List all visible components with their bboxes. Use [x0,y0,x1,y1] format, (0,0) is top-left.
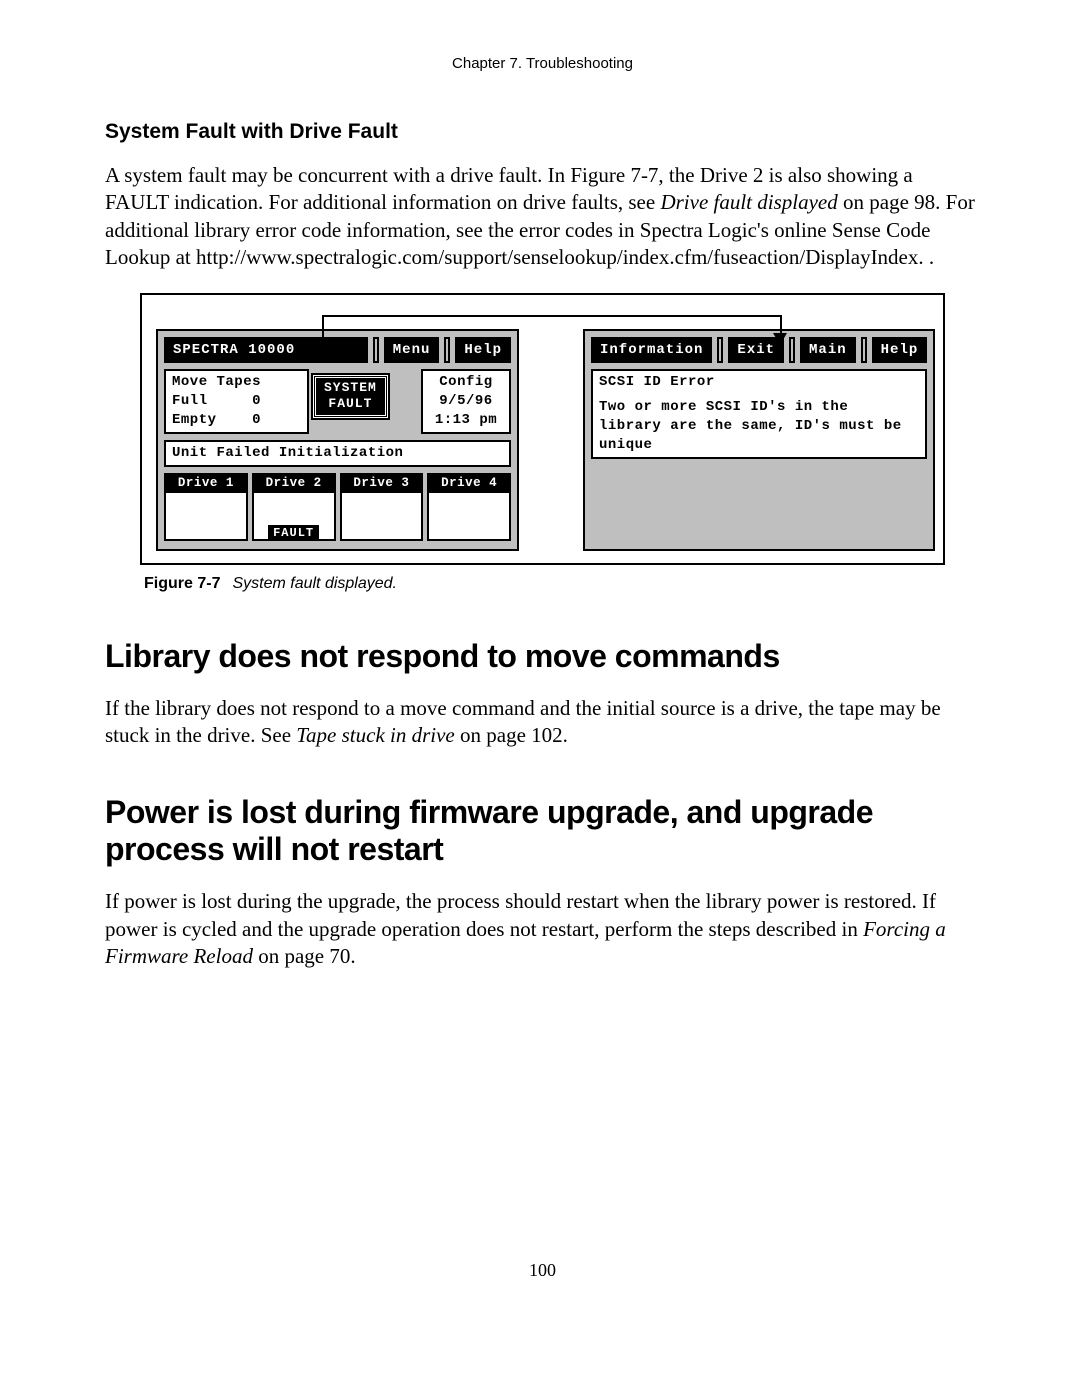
figure-7-7: SPECTRA 10000 Menu Help Move Tapes Full … [140,293,945,593]
para1-ital1: Drive fault displayed [660,190,837,214]
para3-b: on page 70. [253,944,356,968]
titlebar-sep [861,337,867,363]
titlebar-sep [717,337,723,363]
chapter-header: Chapter 7. Troubleshooting [105,55,980,72]
drive-3-body [340,493,424,541]
drive-2: Drive 2 FAULT [252,473,336,541]
para-system-fault: A system fault may be concurrent with a … [105,162,980,271]
section-power-lost: Power is lost during firmware upgrade, a… [105,794,980,868]
left-title: SPECTRA 10000 [164,337,368,363]
titlebar-sep [789,337,795,363]
titlebar-sep [444,337,450,363]
drive-1-label: Drive 1 [164,473,248,493]
main-button[interactable]: Main [800,337,856,363]
right-titlebar: Information Exit Main Help [591,337,927,363]
config-label: Config [429,373,503,392]
page-number: 100 [105,1260,980,1281]
right-panel-fill [591,465,927,543]
drive-2-body: FAULT [252,493,336,541]
figure-caption-bold: Figure 7-7 [144,575,220,592]
drive-4: Drive 4 [427,473,511,541]
right-help-button[interactable]: Help [872,337,928,363]
full-label: Full [172,393,208,409]
config-date-box: Config 9/5/96 1:13 pm [421,369,511,434]
right-title: Information [591,337,712,363]
para2-ital: Tape stuck in drive [296,723,454,747]
drive-row: Drive 1 Drive 2 FAULT Drive 3 Drive 4 [164,473,511,541]
drive-fault-badge: FAULT [268,525,319,541]
figure-frame: SPECTRA 10000 Menu Help Move Tapes Full … [140,293,945,565]
section-library-no-respond: Library does not respond to move command… [105,638,980,675]
drive-2-label: Drive 2 [252,473,336,493]
move-tapes-label: Move Tapes [172,373,301,392]
connector-v-left [322,315,324,347]
left-titlebar: SPECTRA 10000 Menu Help [164,337,511,363]
time-value: 1:13 pm [429,411,503,430]
drive-4-label: Drive 4 [427,473,511,493]
left-row1: Move Tapes Full 0 Empty 0 Config 9/5/96 … [164,369,511,434]
drive-4-body [427,493,511,541]
fault-line2: FAULT [324,396,377,412]
arrow-down-icon [773,333,787,345]
subsection-title: System Fault with Drive Fault [105,120,980,144]
date-value: 9/5/96 [429,392,503,411]
figure-caption: Figure 7-7 System fault displayed. [144,575,945,593]
left-lcd-panel: SPECTRA 10000 Menu Help Move Tapes Full … [156,329,519,551]
status-line: Unit Failed Initialization [164,440,511,467]
titlebar-sep [373,337,379,363]
system-fault-badge: SYSTEM FAULT [313,375,388,418]
left-row2: Unit Failed Initialization [164,440,511,467]
drive-3-label: Drive 3 [340,473,424,493]
help-button[interactable]: Help [455,337,511,363]
drive-1-body [164,493,248,541]
connector-v-right [780,315,782,335]
figure-caption-ital: System fault displayed. [232,575,397,592]
para2-b: on page 102. [455,723,568,747]
empty-value: 0 [252,412,261,428]
fault-line1: SYSTEM [324,380,377,396]
menu-button[interactable]: Menu [384,337,440,363]
full-value: 0 [252,393,261,409]
error-title: SCSI ID Error [599,373,919,392]
drive-1: Drive 1 [164,473,248,541]
drive-3: Drive 3 [340,473,424,541]
empty-label: Empty [172,412,217,428]
para3-a: If power is lost during the upgrade, the… [105,889,936,940]
tape-counts-box: Move Tapes Full 0 Empty 0 [164,369,309,434]
error-body: Two or more SCSI ID's in the library are… [599,398,919,455]
connector-h [322,315,780,317]
para-library-no-respond: If the library does not respond to a mov… [105,695,980,750]
right-lcd-panel: Information Exit Main Help SCSI ID Error… [583,329,935,551]
error-box: SCSI ID Error Two or more SCSI ID's in t… [591,369,927,459]
para-power-lost: If power is lost during the upgrade, the… [105,888,980,970]
